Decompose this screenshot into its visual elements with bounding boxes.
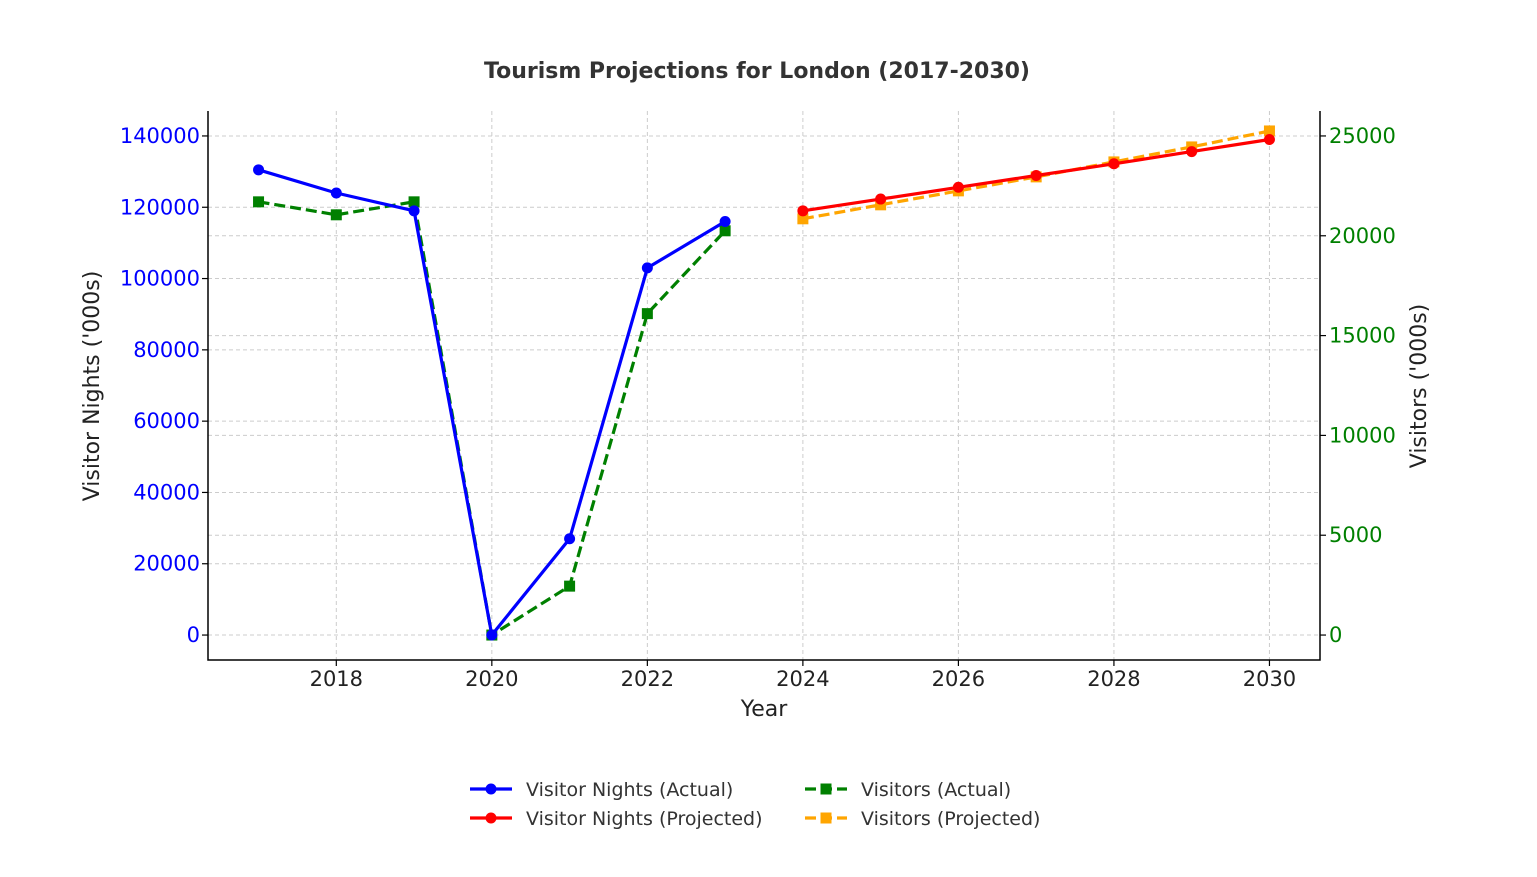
x-tick-label: 2024 xyxy=(776,667,829,691)
legend-label: Visitor Nights (Actual) xyxy=(526,779,733,801)
data-point xyxy=(564,533,576,545)
data-point xyxy=(952,181,964,193)
data-point xyxy=(564,580,576,592)
data-point xyxy=(1030,170,1042,182)
data-point xyxy=(330,209,342,221)
x-axis-label: Year xyxy=(740,697,789,722)
series-visitor-nights-actual xyxy=(253,164,731,641)
x-tick-label: 2022 xyxy=(621,667,674,691)
y-right-tick-label: 10000 xyxy=(1329,423,1396,447)
data-point xyxy=(1263,134,1275,146)
legend-marker xyxy=(820,783,832,795)
chart-title: Tourism Projections for London (2017-203… xyxy=(484,59,1030,84)
x-tick-label: 2030 xyxy=(1243,667,1296,691)
data-point xyxy=(719,216,731,228)
grid xyxy=(208,111,1320,660)
legend-marker xyxy=(485,783,497,795)
y-left-tick-label: 20000 xyxy=(133,552,200,576)
axis-spines xyxy=(207,111,1321,661)
y-left-tick-label: 40000 xyxy=(133,480,200,504)
y-right-tick-label: 15000 xyxy=(1329,324,1396,348)
series-visitor-nights-projected xyxy=(797,134,1275,217)
data-point xyxy=(1186,146,1198,158)
data-point xyxy=(875,193,887,205)
y-axis-left-label: Visitor Nights ('000s) xyxy=(80,271,105,502)
data-point xyxy=(1263,125,1275,137)
data-point xyxy=(408,205,420,217)
data-point xyxy=(875,199,887,211)
x-tick-label: 2018 xyxy=(310,667,363,691)
y-axis-right-label: Visitors ('000s) xyxy=(1407,304,1432,469)
legend-marker xyxy=(485,812,497,824)
y-left-tick-label: 60000 xyxy=(133,409,200,433)
legend: Visitor Nights (Actual) Visitor Nights (P… xyxy=(470,779,1040,830)
legend-entry: Visitors (Projected) xyxy=(805,808,1040,830)
legend-marker xyxy=(820,812,832,824)
y-right-tick-label: 0 xyxy=(1329,623,1342,647)
y-left-tick-label: 100000 xyxy=(120,267,200,291)
legend-entry: Visitor Nights (Projected) xyxy=(470,808,763,830)
data-point xyxy=(719,225,731,237)
series xyxy=(253,125,1275,641)
y-right-tick-label: 5000 xyxy=(1329,523,1382,547)
data-point xyxy=(641,262,653,274)
data-point xyxy=(408,196,420,208)
legend-label: Visitors (Projected) xyxy=(861,808,1040,830)
data-point xyxy=(797,213,809,225)
y-right-tick-label: 20000 xyxy=(1329,224,1396,248)
data-point xyxy=(1108,158,1120,170)
data-point xyxy=(330,187,342,199)
legend-entry: Visitor Nights (Actual) xyxy=(470,779,733,801)
y-left-tick-label: 80000 xyxy=(133,338,200,362)
data-point xyxy=(797,205,809,217)
x-tick-label: 2028 xyxy=(1087,667,1140,691)
legend-label: Visitor Nights (Projected) xyxy=(526,808,763,830)
y-left-tick-label: 120000 xyxy=(120,195,200,219)
legend-entry: Visitors (Actual) xyxy=(805,779,1011,801)
data-point xyxy=(253,164,265,176)
y-right-tick-label: 25000 xyxy=(1329,124,1396,148)
data-point xyxy=(486,629,498,641)
x-tick-label: 2020 xyxy=(465,667,518,691)
x-tick-label: 2026 xyxy=(932,667,985,691)
legend-label: Visitors (Actual) xyxy=(861,779,1011,801)
data-point xyxy=(641,308,653,320)
y-left-tick-label: 140000 xyxy=(120,124,200,148)
data-point xyxy=(253,196,265,208)
y-left-tick-label: 0 xyxy=(187,623,200,647)
axes: 2018 2020 2022 2024 2026 2028 2030 0 20000 40000 6… xyxy=(120,111,1396,691)
